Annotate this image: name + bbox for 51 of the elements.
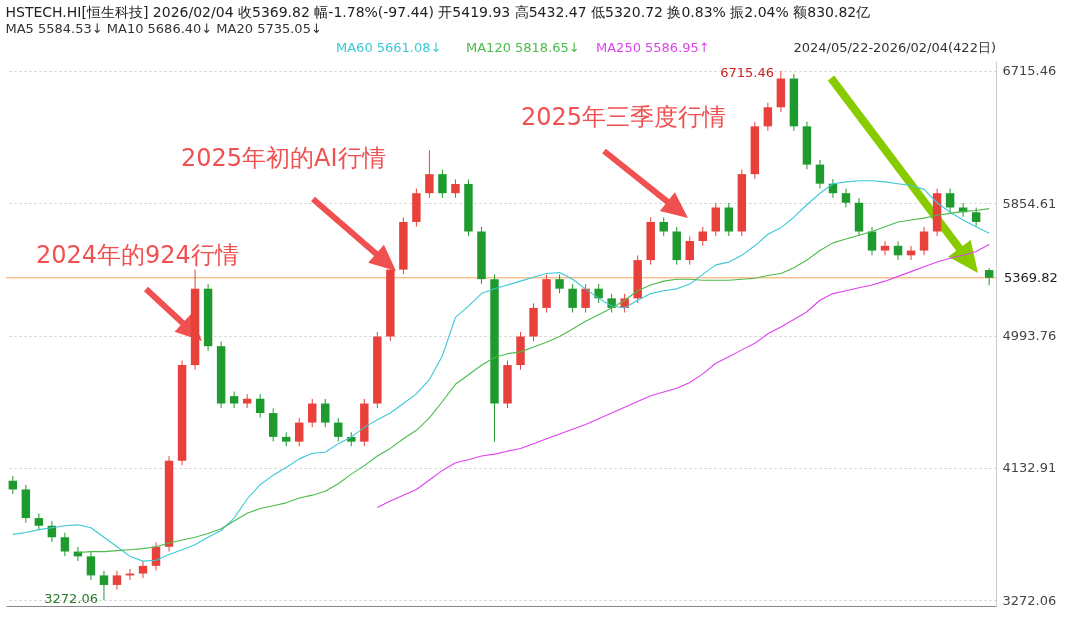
annotation: 2024年的924行情 bbox=[36, 241, 239, 269]
candlestick bbox=[711, 202, 721, 237]
candlestick bbox=[334, 417, 343, 442]
ref-line-label: 5369.82 bbox=[1004, 269, 1058, 285]
y-tick-label: 4132.91 bbox=[1002, 460, 1057, 476]
candlestick bbox=[880, 240, 890, 256]
candlestick bbox=[919, 226, 929, 256]
line-series bbox=[376, 243, 990, 509]
candlestick bbox=[659, 216, 668, 237]
y-tick-label: 5854.61 bbox=[1002, 195, 1057, 211]
candlestick bbox=[229, 391, 239, 409]
candlestick bbox=[138, 560, 148, 579]
candlestick bbox=[568, 283, 577, 314]
candlestick bbox=[594, 283, 603, 304]
candlestick bbox=[308, 398, 317, 428]
candlestick bbox=[724, 202, 734, 237]
candlestick bbox=[425, 149, 434, 199]
chart-subtitle: MA5 5584.53↓ MA10 5686.40↓ MA20 5735.05↓ bbox=[5, 21, 322, 36]
annotation: 2025年初的AI行情 bbox=[181, 144, 386, 172]
candlestick bbox=[763, 102, 773, 132]
candlestick bbox=[99, 570, 109, 601]
candlestick bbox=[945, 188, 955, 213]
candlestick bbox=[685, 235, 694, 266]
annotation: 3272.06 bbox=[44, 591, 98, 606]
candlestick bbox=[60, 532, 70, 557]
candlestick bbox=[815, 159, 825, 189]
text: MA120 5818.65↓ bbox=[466, 40, 580, 55]
candlestick bbox=[451, 178, 460, 199]
candlestick bbox=[34, 512, 44, 531]
y-tick-label: 4993.76 bbox=[1002, 328, 1057, 344]
candlestick bbox=[971, 207, 981, 228]
annotation: 6715.46 bbox=[720, 65, 774, 80]
text: 2024/05/22-2026/02/04(422日) bbox=[793, 40, 996, 55]
candlestick bbox=[555, 274, 564, 294]
text: MA60 5661.08↓ bbox=[336, 40, 442, 55]
candlestick bbox=[841, 188, 851, 208]
candlestick bbox=[268, 407, 278, 442]
candlestick bbox=[294, 417, 304, 447]
text: MA250 5586.95↑ bbox=[596, 40, 710, 55]
candlestick bbox=[86, 551, 96, 581]
candlestick bbox=[867, 226, 877, 256]
candlestick bbox=[255, 393, 265, 419]
chart-title: HSTECH.HI[恒生科技] 2026/02/04 收5369.82 幅-1.78%(-97.44) 开5419.93 高5432.47 低5320.72 换0.83% 振2.04% 额830.82亿 bbox=[5, 4, 871, 20]
annotation: 2025年三季度行情 bbox=[521, 103, 727, 131]
y-tick-label: 3272.06 bbox=[1002, 592, 1057, 608]
candlestick bbox=[438, 169, 447, 199]
candlestick bbox=[581, 283, 590, 314]
y-tick-label: 6715.46 bbox=[1002, 63, 1057, 79]
candlestick bbox=[698, 226, 708, 247]
candlestick bbox=[112, 570, 122, 591]
candlestick bbox=[321, 398, 330, 428]
